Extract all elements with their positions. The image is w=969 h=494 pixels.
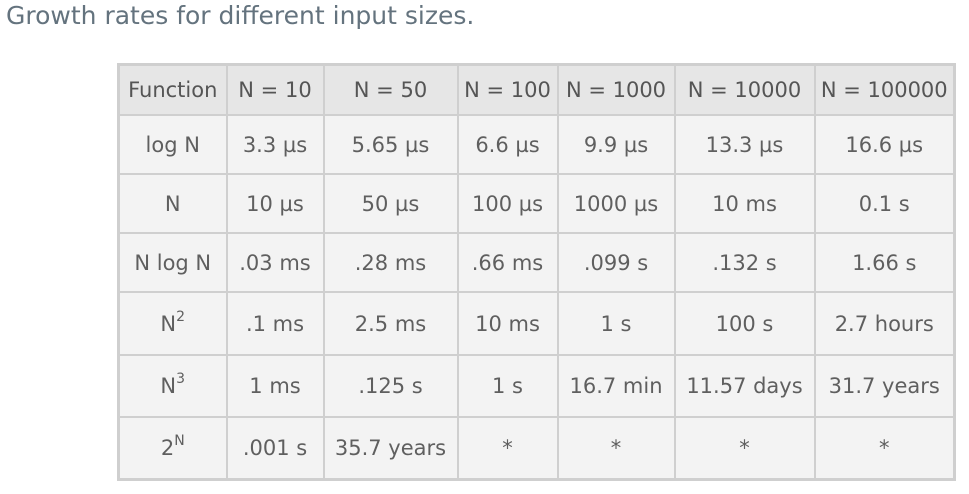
table-cell: 0.1 s — [813, 173, 956, 235]
table-cell: * — [556, 415, 676, 481]
function-cell: N2 — [117, 291, 228, 356]
function-base: 2 — [160, 435, 175, 460]
table-cell: .1 ms — [225, 291, 325, 356]
header-n-100: N = 100 — [456, 63, 559, 116]
table-caption: Growth rates for different input sizes. — [6, 1, 475, 30]
table-cell: 35.7 years — [322, 415, 459, 481]
table-cell: * — [813, 415, 956, 481]
header-n-100000: N = 100000 — [813, 63, 956, 116]
function-exponent: 2 — [176, 308, 186, 325]
function-cell: N — [117, 173, 228, 235]
table-cell: .28 ms — [322, 232, 459, 294]
table-cell: 1000 µs — [556, 173, 676, 235]
table-cell: 1 ms — [225, 353, 325, 418]
table-row: log N 3.3 µs 5.65 µs 6.6 µs 9.9 µs 13.3 … — [117, 113, 956, 176]
table-cell: 9.9 µs — [556, 113, 676, 176]
table-cell: .66 ms — [456, 232, 559, 294]
function-base: N — [160, 373, 177, 398]
table-cell: 13.3 µs — [673, 113, 816, 176]
function-cell: N log N — [117, 232, 228, 294]
table-cell: 50 µs — [322, 173, 459, 235]
table-cell: 3.3 µs — [225, 113, 325, 176]
function-exponent: N — [174, 432, 185, 449]
function-cell: 2N — [117, 415, 228, 481]
table-cell: .125 s — [322, 353, 459, 418]
table-cell: 16.7 min — [556, 353, 676, 418]
table-cell: 31.7 years — [813, 353, 956, 418]
table-cell: 11.57 days — [673, 353, 816, 418]
table-cell: .132 s — [673, 232, 816, 294]
table-row: 2N .001 s 35.7 years * * * * — [117, 415, 956, 481]
table-cell: .001 s — [225, 415, 325, 481]
table-cell: 100 s — [673, 291, 816, 356]
table-cell: .03 ms — [225, 232, 325, 294]
table-cell: 10 ms — [673, 173, 816, 235]
table-row: N log N .03 ms .28 ms .66 ms .099 s .132… — [117, 232, 956, 294]
header-row: Function N = 10 N = 50 N = 100 N = 1000 … — [117, 63, 956, 116]
function-cell: N3 — [117, 353, 228, 418]
table-row: N2 .1 ms 2.5 ms 10 ms 1 s 100 s 2.7 hour… — [117, 291, 956, 356]
table-cell: 6.6 µs — [456, 113, 559, 176]
header-n-50: N = 50 — [322, 63, 459, 116]
function-cell: log N — [117, 113, 228, 176]
function-base: N — [164, 191, 181, 216]
table-cell: 2.7 hours — [813, 291, 956, 356]
function-base: N — [160, 311, 177, 336]
table-cell: 1 s — [456, 353, 559, 418]
table-cell: .099 s — [556, 232, 676, 294]
table-row: N 10 µs 50 µs 100 µs 1000 µs 10 ms 0.1 s — [117, 173, 956, 235]
table-cell: 2.5 ms — [322, 291, 459, 356]
function-base: N log N — [134, 250, 212, 275]
function-exponent: 3 — [176, 370, 186, 387]
growth-rates-table: Function N = 10 N = 50 N = 100 N = 1000 … — [117, 63, 956, 481]
header-n-10000: N = 10000 — [673, 63, 816, 116]
table-cell: 1 s — [556, 291, 676, 356]
table-cell: 16.6 µs — [813, 113, 956, 176]
header-n-10: N = 10 — [225, 63, 325, 116]
table-cell: 10 ms — [456, 291, 559, 356]
header-function: Function — [117, 63, 228, 116]
table-cell: 1.66 s — [813, 232, 956, 294]
table-cell: * — [673, 415, 816, 481]
table-row: N3 1 ms .125 s 1 s 16.7 min 11.57 days 3… — [117, 353, 956, 418]
table-cell: 10 µs — [225, 173, 325, 235]
function-base: log N — [145, 132, 200, 157]
table-cell: 100 µs — [456, 173, 559, 235]
table-cell: 5.65 µs — [322, 113, 459, 176]
header-n-1000: N = 1000 — [556, 63, 676, 116]
table-cell: * — [456, 415, 559, 481]
